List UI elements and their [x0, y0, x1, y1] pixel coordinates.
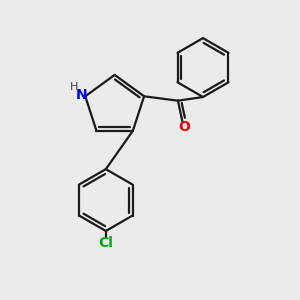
Text: H: H	[70, 82, 78, 92]
Text: N: N	[76, 88, 87, 102]
Text: O: O	[178, 120, 190, 134]
Text: Cl: Cl	[98, 236, 113, 250]
